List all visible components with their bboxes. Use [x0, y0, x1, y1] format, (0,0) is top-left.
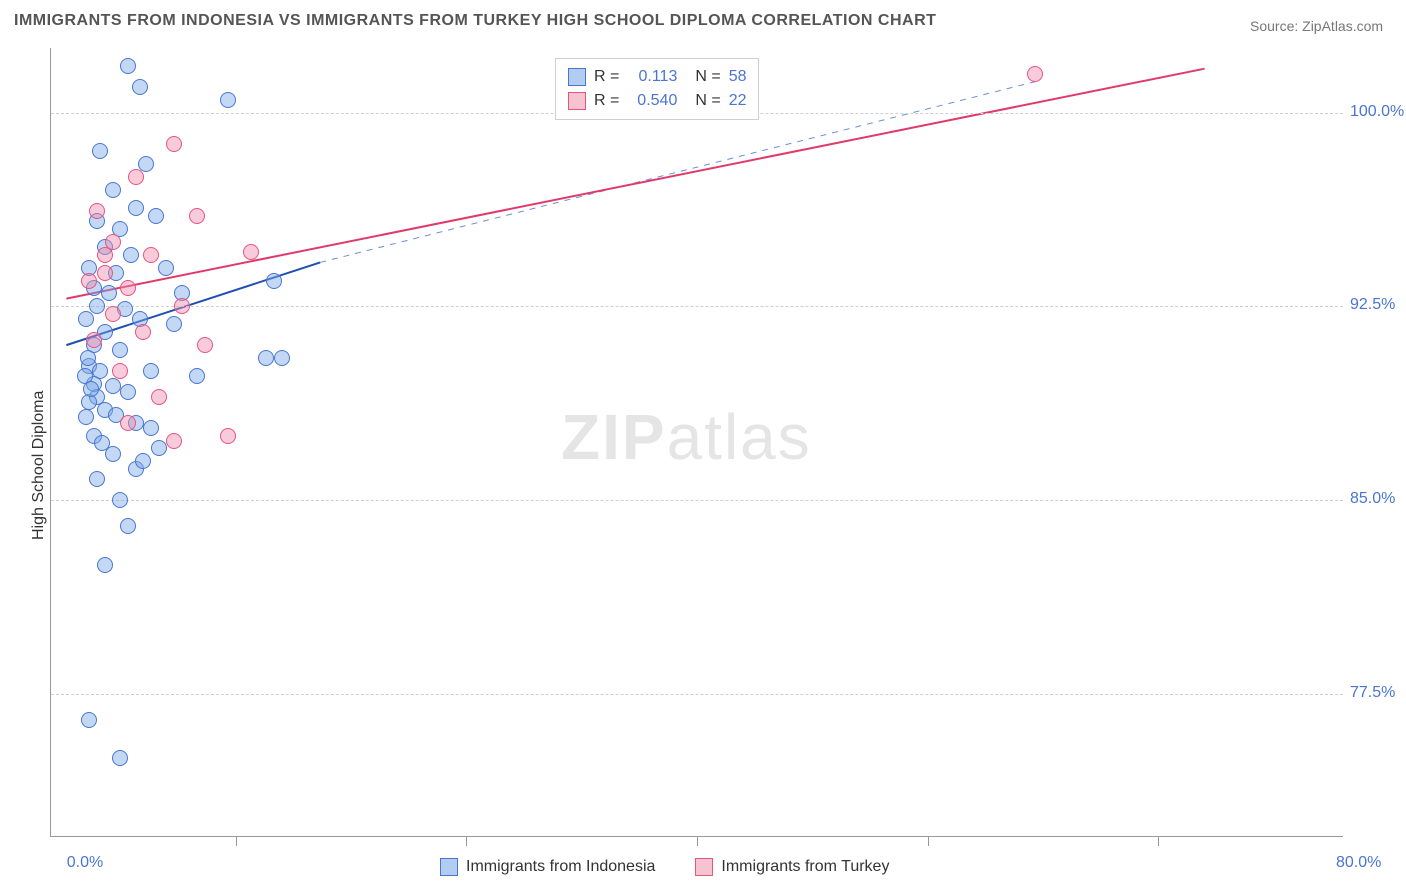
- series-legend: Immigrants from Indonesia Immigrants from…: [440, 858, 889, 876]
- data-point-indonesia: [258, 350, 274, 366]
- data-point-indonesia: [166, 316, 182, 332]
- x-tick: [928, 836, 929, 846]
- data-point-indonesia: [112, 492, 128, 508]
- watermark-thin: atlas: [667, 401, 812, 473]
- data-point-turkey: [174, 298, 190, 314]
- data-point-turkey: [143, 247, 159, 263]
- bottom-legend-label: Immigrants from Turkey: [721, 858, 889, 876]
- data-point-indonesia: [120, 58, 136, 74]
- data-point-turkey: [81, 273, 97, 289]
- data-point-indonesia: [89, 471, 105, 487]
- regression-lines: [51, 48, 1343, 836]
- data-point-turkey: [197, 337, 213, 353]
- chart-container: IMMIGRANTS FROM INDONESIA VS IMMIGRANTS …: [0, 0, 1406, 892]
- data-point-indonesia: [105, 446, 121, 462]
- legend-swatch: [440, 858, 458, 876]
- watermark: ZIPatlas: [561, 400, 812, 474]
- data-point-indonesia: [220, 92, 236, 108]
- data-point-turkey: [120, 415, 136, 431]
- data-point-indonesia: [78, 409, 94, 425]
- data-point-indonesia: [143, 420, 159, 436]
- data-point-turkey: [89, 203, 105, 219]
- data-point-indonesia: [189, 368, 205, 384]
- data-point-turkey: [135, 324, 151, 340]
- data-point-indonesia: [120, 518, 136, 534]
- data-point-turkey: [86, 332, 102, 348]
- data-point-indonesia: [128, 200, 144, 216]
- legend-swatch: [568, 68, 586, 86]
- bottom-legend-label: Immigrants from Indonesia: [466, 858, 655, 876]
- data-point-turkey: [97, 265, 113, 281]
- chart-title: IMMIGRANTS FROM INDONESIA VS IMMIGRANTS …: [14, 12, 936, 30]
- bottom-legend-item: Immigrants from Indonesia: [440, 858, 655, 876]
- data-point-indonesia: [101, 285, 117, 301]
- data-point-indonesia: [112, 750, 128, 766]
- data-point-turkey: [105, 306, 121, 322]
- data-point-turkey: [112, 363, 128, 379]
- data-point-indonesia: [83, 381, 99, 397]
- y-tick-label: 92.5%: [1350, 296, 1395, 314]
- data-point-indonesia: [92, 143, 108, 159]
- data-point-indonesia: [120, 384, 136, 400]
- data-point-indonesia: [112, 342, 128, 358]
- data-point-indonesia: [81, 712, 97, 728]
- gridline: [51, 500, 1343, 501]
- data-point-turkey: [1027, 66, 1043, 82]
- data-point-indonesia: [80, 350, 96, 366]
- legend-row: R =0.113N =58: [568, 65, 746, 89]
- data-point-indonesia: [89, 298, 105, 314]
- data-point-indonesia: [148, 208, 164, 224]
- data-point-turkey: [151, 389, 167, 405]
- x-tick: [697, 836, 698, 846]
- y-tick-label: 85.0%: [1350, 490, 1395, 508]
- legend-swatch: [695, 858, 713, 876]
- correlation-legend: R =0.113N =58R =0.540N =22: [555, 58, 759, 120]
- x-tick: [466, 836, 467, 846]
- data-point-turkey: [166, 433, 182, 449]
- gridline: [51, 306, 1343, 307]
- data-point-indonesia: [105, 378, 121, 394]
- watermark-bold: ZIP: [561, 401, 667, 473]
- bottom-legend-item: Immigrants from Turkey: [695, 858, 889, 876]
- data-point-indonesia: [158, 260, 174, 276]
- x-origin-label: 0.0%: [67, 854, 103, 872]
- data-point-indonesia: [97, 557, 113, 573]
- data-point-turkey: [97, 247, 113, 263]
- data-point-turkey: [243, 244, 259, 260]
- data-point-indonesia: [266, 273, 282, 289]
- x-tick: [1158, 836, 1159, 846]
- data-point-indonesia: [135, 453, 151, 469]
- y-axis-label: High School Diploma: [30, 391, 48, 540]
- legend-row: R =0.540N =22: [568, 89, 746, 113]
- data-point-indonesia: [78, 311, 94, 327]
- data-point-turkey: [189, 208, 205, 224]
- data-point-turkey: [220, 428, 236, 444]
- data-point-turkey: [166, 136, 182, 152]
- y-tick-label: 77.5%: [1350, 684, 1395, 702]
- data-point-indonesia: [274, 350, 290, 366]
- data-point-indonesia: [143, 363, 159, 379]
- legend-swatch: [568, 92, 586, 110]
- source-text: Source: ZipAtlas.com: [1250, 18, 1383, 34]
- plot-area: ZIPatlas: [50, 48, 1343, 837]
- data-point-indonesia: [132, 79, 148, 95]
- x-tick: [236, 836, 237, 846]
- data-point-turkey: [128, 169, 144, 185]
- data-point-indonesia: [151, 440, 167, 456]
- gridline: [51, 694, 1343, 695]
- data-point-indonesia: [123, 247, 139, 263]
- data-point-indonesia: [105, 182, 121, 198]
- x-end-label: 80.0%: [1336, 854, 1381, 872]
- data-point-turkey: [120, 280, 136, 296]
- y-tick-label: 100.0%: [1350, 103, 1404, 121]
